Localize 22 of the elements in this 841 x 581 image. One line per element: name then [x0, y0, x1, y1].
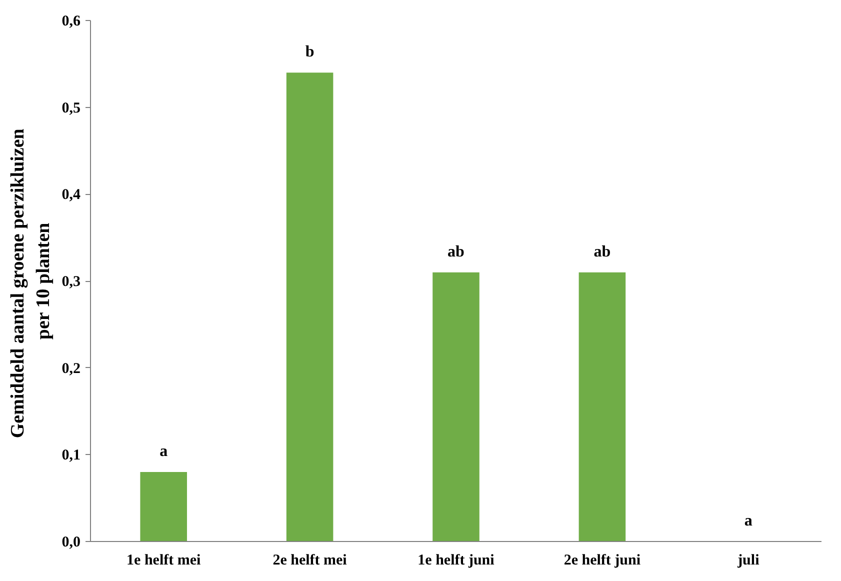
y-tick-label: 0,1 [62, 448, 80, 464]
annotation: a [160, 443, 168, 460]
annotation: ab [594, 243, 611, 260]
y-tick-label: 0,6 [62, 14, 81, 30]
bar [432, 272, 480, 542]
x-tick-label: 1e helft juni [418, 552, 494, 568]
bar [140, 472, 187, 542]
x-tick-label: 1e helft mei [126, 552, 201, 568]
y-tick-label: 0,4 [62, 187, 81, 204]
x-tick-label: 2e helft juni [564, 552, 641, 568]
y-tick-label: 0,0 [62, 534, 80, 550]
bar [286, 72, 334, 542]
y-tick-label: 0,2 [62, 360, 80, 377]
bar [578, 272, 626, 542]
y-tick-label: 0,3 [62, 274, 80, 290]
x-tick-label: juli [736, 552, 760, 568]
x-tick-label: 2e helft mei [272, 552, 347, 568]
annotation: b [305, 44, 314, 61]
annotation: a [744, 512, 752, 530]
y-axis-title: Gemiddeld aantal groene perzikluizen per 10 planten [8, 128, 54, 438]
annotation: ab [448, 243, 465, 260]
y-tick-label: 0,5 [62, 100, 80, 116]
